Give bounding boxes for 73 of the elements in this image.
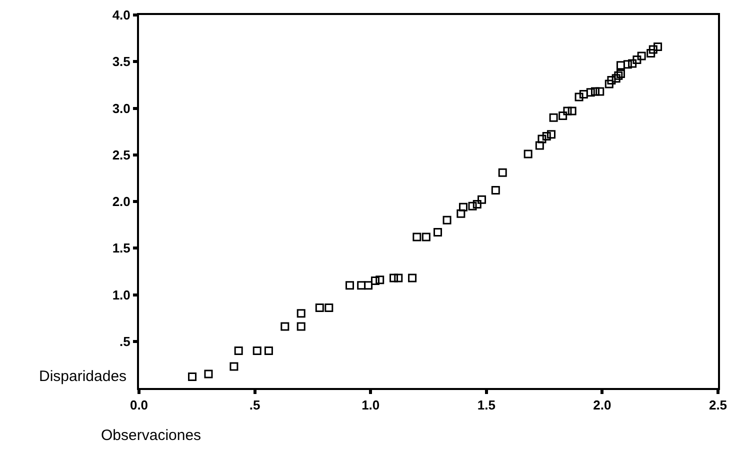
y-tick-label: 3.5 [112,54,130,70]
point [579,90,588,99]
y-tick-label: 1.0 [112,287,130,302]
point [628,59,637,68]
point [568,106,576,116]
point [370,276,380,286]
point [616,61,625,70]
y-tick-label: 3.0 [112,100,130,116]
point [542,132,551,140]
x-axis-title: Observaciones [101,427,202,444]
point [648,45,658,54]
point [394,274,403,282]
point [442,216,452,224]
point [591,87,600,96]
point [315,304,324,312]
point [646,48,656,58]
point [563,106,572,116]
point [586,88,595,97]
point [604,80,614,88]
y-tick-label: .5 [120,334,130,349]
point [596,87,604,96]
x-tick-label: 2.5 [708,398,728,413]
point [549,113,558,122]
point [535,141,544,150]
point [234,346,243,355]
x-tick-label: 1.0 [362,398,380,413]
point [632,56,642,64]
point [491,186,500,195]
point [252,346,262,355]
point [376,276,384,284]
point [538,134,546,144]
point [524,150,532,158]
point [412,232,422,242]
point [547,130,556,139]
x-tick-label: 1.5 [477,398,496,413]
y-tick-label: 2.5 [112,147,130,162]
point [324,304,334,312]
point [422,232,430,242]
point [472,200,482,209]
point [558,111,568,120]
y-tick-label: 4.0 [112,8,130,23]
point [614,71,623,80]
point [612,74,620,83]
x-tick-label: 2.0 [593,398,612,413]
point [390,274,398,282]
point [408,274,417,282]
point [458,202,468,212]
x-tick-label: .5 [249,398,260,413]
point [280,322,290,331]
point [637,52,646,60]
point [456,209,466,218]
point [296,322,306,331]
x-tick-label: 0.0 [130,398,148,413]
point [574,92,584,102]
point [498,168,507,177]
point [468,202,477,210]
point [296,309,306,318]
y-tick-label: 1.5 [112,240,130,256]
y-tick-label: 2.0 [112,194,130,210]
point [264,346,273,355]
point [654,42,662,51]
point [364,281,373,290]
point [204,370,213,378]
point [346,281,354,290]
point [188,372,197,382]
point [230,362,238,371]
point [478,195,486,204]
y-axis-title: Disparidades [39,368,127,385]
point [434,228,442,237]
point [607,76,616,85]
point [623,60,632,69]
point [616,70,625,78]
point [357,281,366,290]
